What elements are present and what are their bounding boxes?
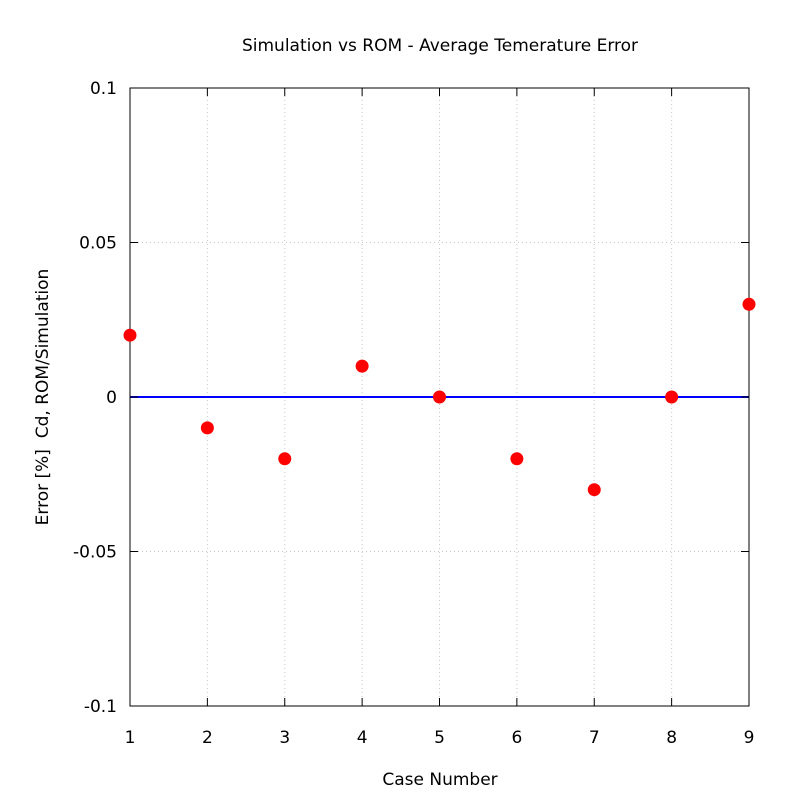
y-axis-label: Error [%] Cd, ROM/Simulation — [33, 269, 53, 526]
data-point — [510, 452, 524, 466]
x-tick-label: 3 — [279, 728, 290, 748]
y-tick-label: 0.1 — [90, 79, 117, 99]
data-point — [278, 452, 292, 466]
x-tick-label: 6 — [511, 728, 522, 748]
data-point — [587, 483, 601, 497]
y-tick-label: 0.05 — [79, 234, 117, 254]
x-tick-label: 5 — [434, 728, 445, 748]
x-tick-label: 1 — [125, 728, 136, 748]
x-tick-label: 4 — [357, 728, 368, 748]
data-points — [123, 297, 756, 497]
x-axis-label: Case Number — [382, 770, 497, 790]
x-tick-label: 8 — [666, 728, 677, 748]
y-tick-label: -0.05 — [73, 543, 117, 563]
y-tick-label: -0.1 — [84, 697, 117, 717]
data-point — [200, 421, 214, 435]
x-tick-label: 9 — [744, 728, 755, 748]
y-tick-label: 0 — [106, 388, 117, 408]
data-point — [123, 328, 137, 342]
data-point — [433, 390, 446, 404]
x-tick-label: 2 — [202, 728, 213, 748]
x-tick-label: 7 — [589, 728, 600, 748]
chart-title: Simulation vs ROM - Average Temerature E… — [242, 36, 638, 56]
data-point — [742, 297, 756, 311]
data-point — [665, 390, 679, 404]
ticks: 1 2 3 4 5 6 7 8 9 0.1 0.05 0 -0.05 -0.1 — [73, 79, 754, 748]
data-point — [355, 359, 369, 373]
